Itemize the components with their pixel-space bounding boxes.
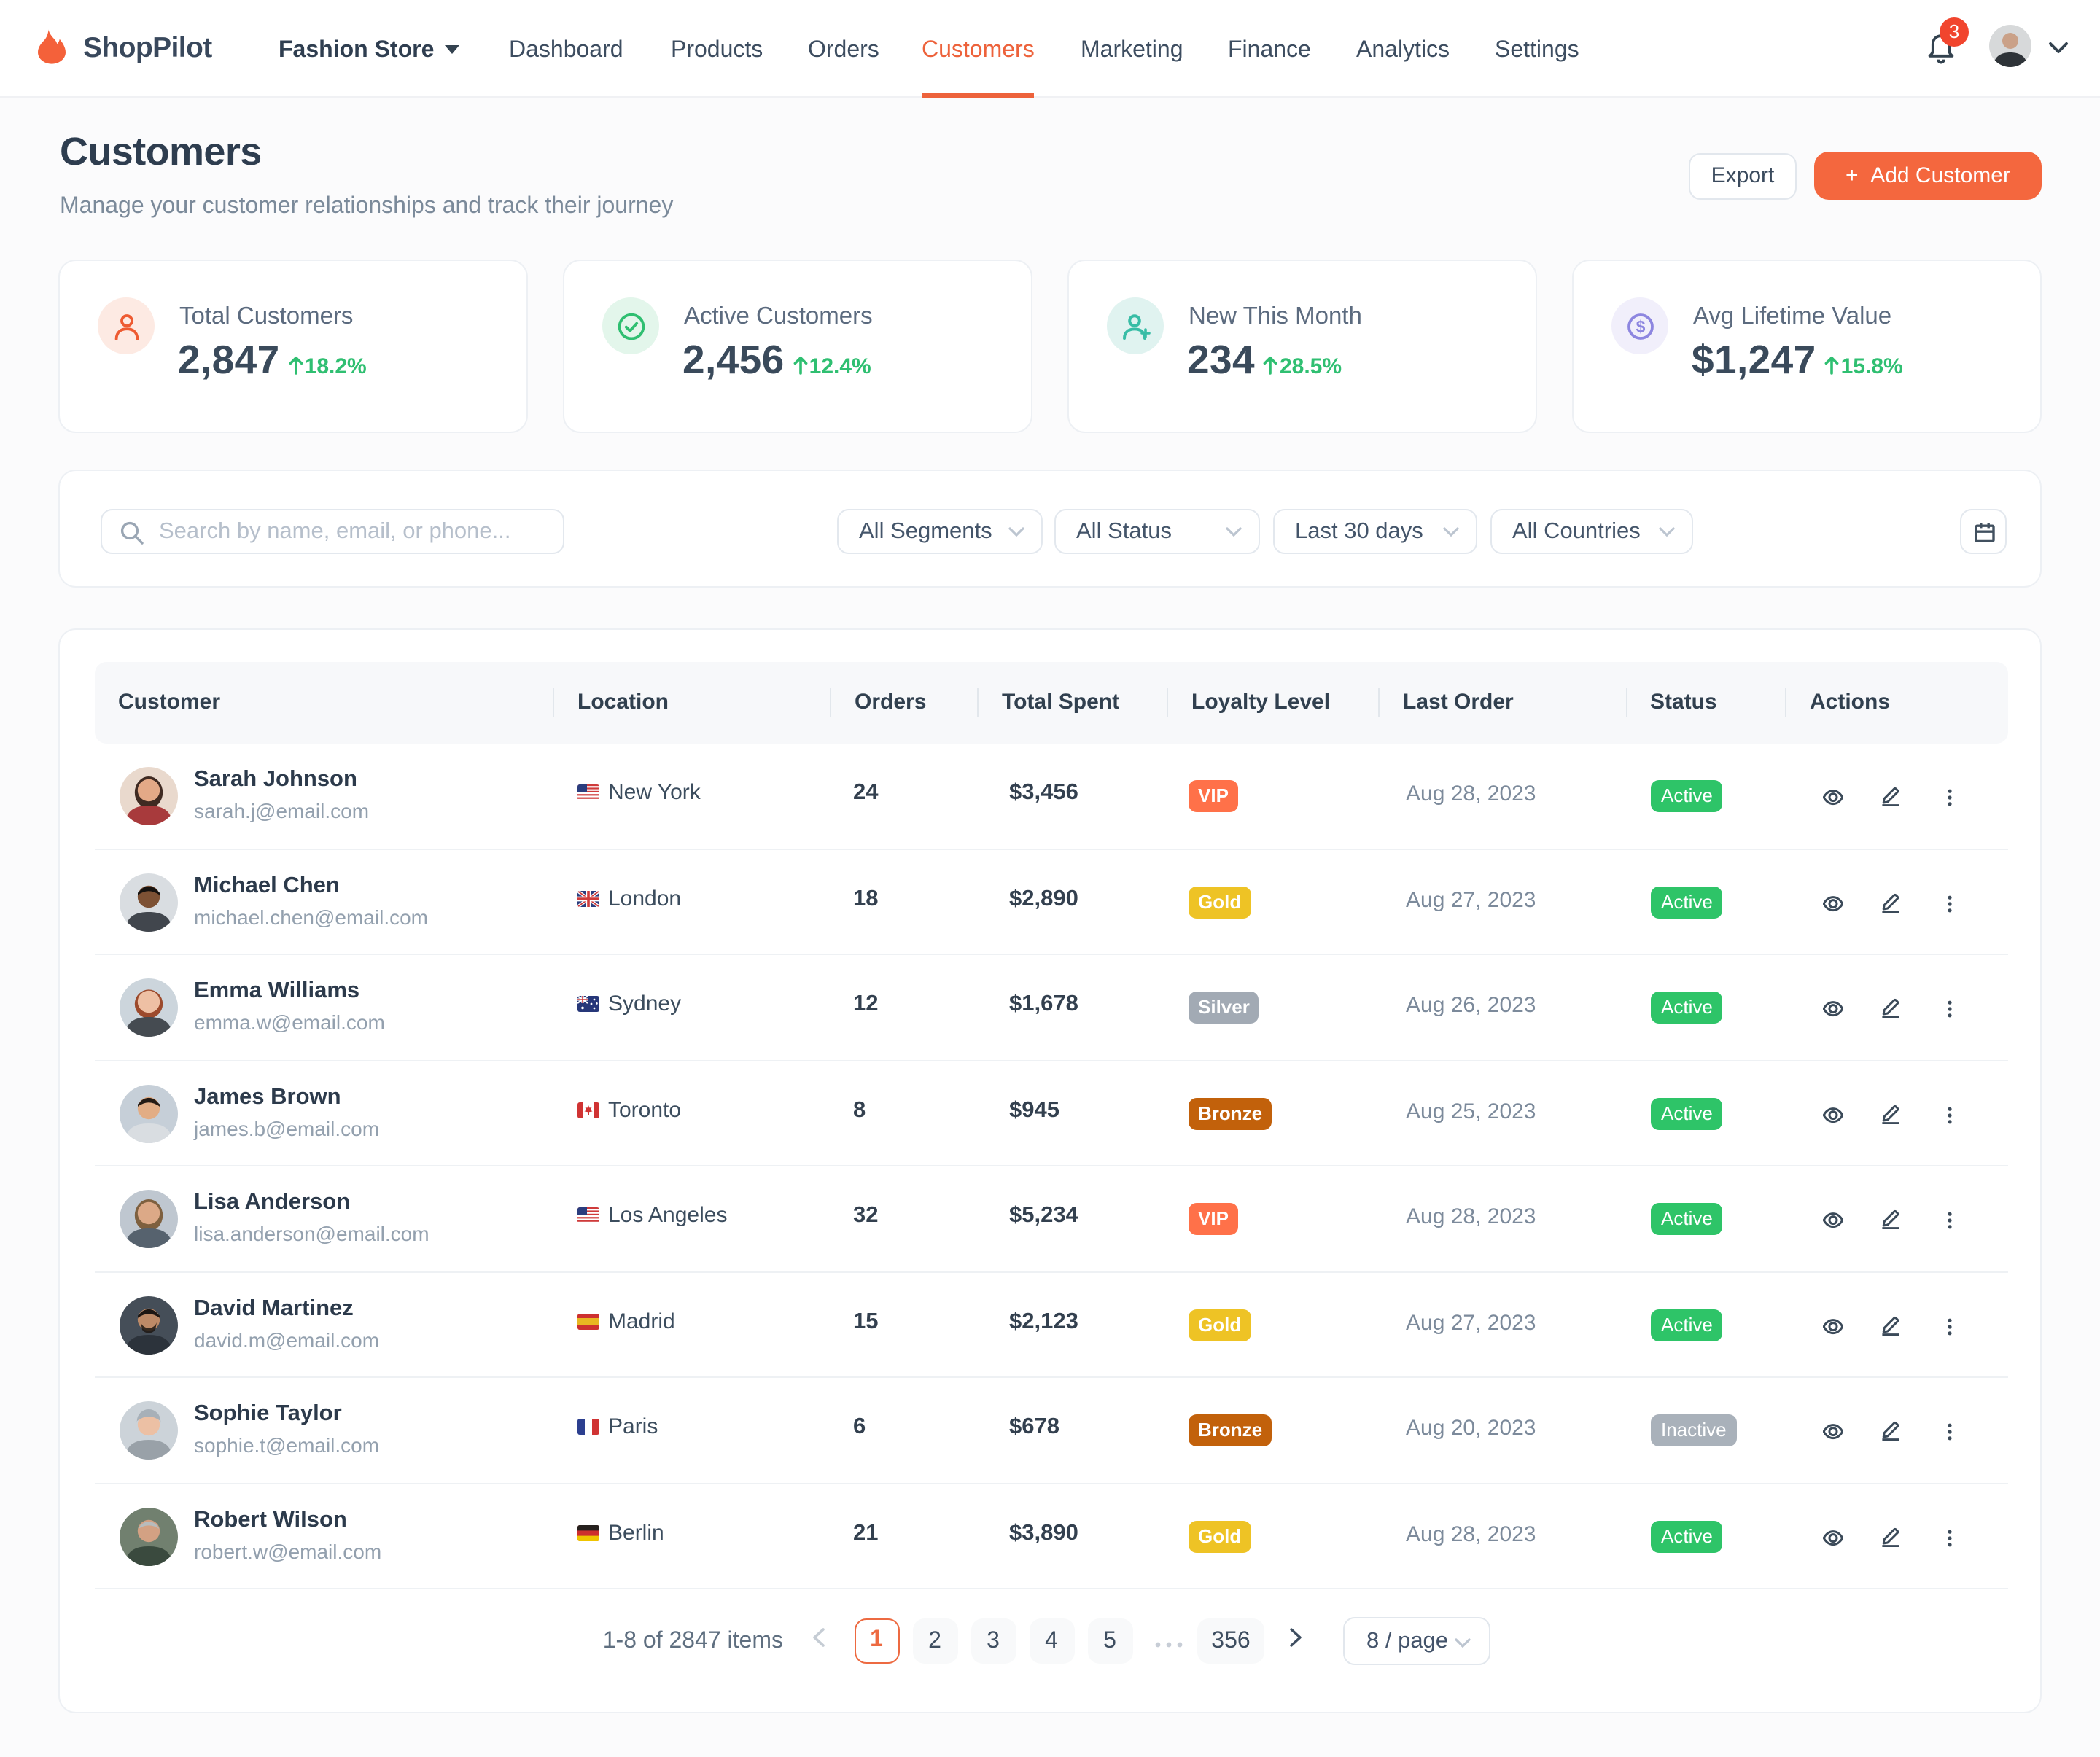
svg-text:$: $ [1636,316,1645,335]
